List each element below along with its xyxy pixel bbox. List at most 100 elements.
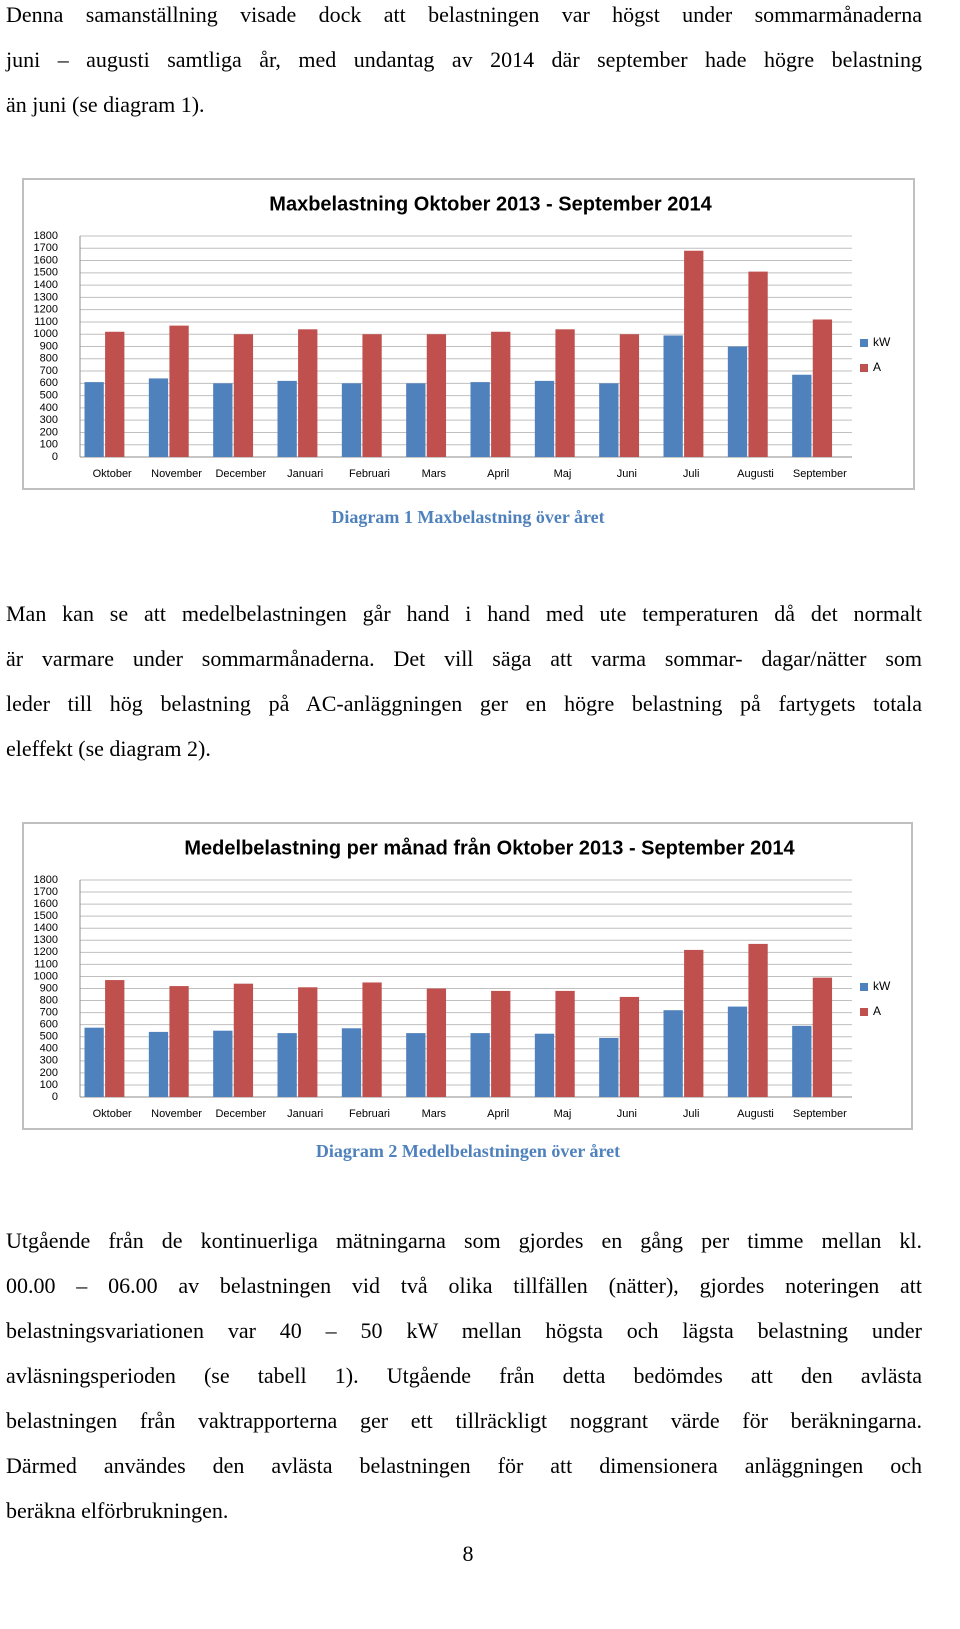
bar [277, 380, 297, 457]
bar [213, 383, 233, 457]
y-tick-label: 900 [40, 982, 58, 994]
legend-label: kW [873, 335, 891, 349]
y-tick-label: 400 [40, 402, 58, 414]
text-line: belastningsvariationen var 40 – 50 kW me… [6, 1318, 922, 1343]
x-tick-label: Januari [287, 468, 323, 480]
chart: Medelbelastning per månad från Oktober 2… [22, 822, 913, 1130]
bar [169, 986, 189, 1097]
bar [298, 329, 318, 457]
bar [406, 1033, 426, 1097]
y-tick-label: 0 [52, 1091, 58, 1103]
x-tick-label: Februari [349, 468, 390, 480]
y-tick-label: 100 [40, 1079, 58, 1091]
bar [277, 1033, 297, 1097]
y-tick-label: 1700 [34, 242, 58, 254]
y-tick-label: 1000 [34, 970, 58, 982]
x-tick-label: September [793, 468, 847, 480]
y-tick-label: 1200 [34, 946, 58, 958]
y-tick-label: 0 [52, 451, 58, 463]
legend-swatch [860, 339, 868, 347]
bar [470, 1033, 490, 1097]
chart-title: Medelbelastning per månad från Oktober 2… [184, 836, 795, 859]
bar [663, 335, 683, 457]
x-tick-label: April [487, 1108, 509, 1120]
y-tick-label: 1300 [34, 934, 58, 946]
x-tick-label: Juli [683, 1108, 700, 1120]
text-line: Därmed användes den avlästa belastningen… [6, 1453, 922, 1478]
x-tick-label: Oktober [93, 1108, 132, 1120]
y-tick-label: 1400 [34, 279, 58, 291]
y-tick-label: 1800 [34, 230, 58, 242]
bar [663, 1010, 683, 1097]
x-tick-label: September [793, 1108, 847, 1120]
bar [792, 1025, 812, 1097]
x-tick-label: Oktober [93, 468, 132, 480]
bar [84, 1027, 104, 1097]
y-tick-label: 1400 [34, 922, 58, 934]
x-tick-label: Maj [554, 1108, 572, 1120]
y-tick-label: 400 [40, 1043, 58, 1055]
legend-swatch [860, 364, 868, 372]
text-line: avläsningsperioden (se tabell 1). Utgåen… [6, 1363, 922, 1388]
y-tick-label: 1700 [34, 886, 58, 898]
bar [105, 331, 125, 457]
bar [233, 983, 254, 1097]
x-tick-label: Juli [683, 468, 700, 480]
y-tick-label: 1500 [34, 267, 58, 279]
bar [555, 329, 575, 457]
y-tick-label: 300 [40, 414, 58, 426]
x-tick-label: Augusti [737, 468, 774, 480]
x-tick-label: April [487, 468, 509, 480]
y-tick-label: 1000 [34, 328, 58, 340]
chart: Maxbelastning Oktober 2013 - September 2… [22, 178, 915, 490]
y-tick-label: 800 [40, 994, 58, 1006]
bar [792, 374, 812, 457]
y-tick-label: 1100 [34, 316, 58, 328]
x-tick-label: Augusti [737, 1108, 774, 1120]
bar [812, 319, 833, 457]
bar [812, 977, 833, 1097]
bar [555, 990, 575, 1097]
x-tick-label: December [215, 1108, 266, 1120]
bar [148, 1031, 169, 1097]
text-line: är varmare under sommarmånaderna. Det vi… [6, 646, 922, 671]
text-line: leder till hög belastning på AC-anläggni… [6, 691, 922, 716]
bar [470, 382, 490, 457]
y-tick-label: 700 [40, 365, 58, 377]
y-tick-label: 500 [40, 390, 58, 402]
bar [84, 382, 104, 457]
y-tick-label: 300 [40, 1055, 58, 1067]
bar [341, 1028, 362, 1097]
bar [534, 380, 555, 457]
legend-label: A [873, 1004, 881, 1018]
bar [748, 271, 768, 457]
text-line: juni – augusti samtliga år, med undantag… [6, 47, 922, 72]
bar [727, 346, 748, 457]
bar [534, 1033, 555, 1097]
bar [748, 943, 768, 1097]
x-tick-label: November [151, 1108, 202, 1120]
text-line: 00.00 – 06.00 av belastningen vid två ol… [6, 1273, 922, 1298]
bar [406, 383, 426, 457]
text-line: Utgående från de kontinuerliga mätningar… [6, 1228, 922, 1253]
y-tick-label: 600 [40, 1019, 58, 1031]
legend-swatch [860, 1008, 868, 1016]
y-tick-label: 1600 [34, 898, 58, 910]
bar [491, 990, 511, 1097]
bar [105, 980, 125, 1097]
bar [684, 250, 704, 457]
x-tick-label: Januari [287, 1108, 323, 1120]
bar [426, 988, 447, 1097]
text-line: belastningen från vaktrapporterna ger et… [6, 1408, 922, 1433]
y-tick-label: 1600 [34, 254, 58, 266]
y-tick-label: 200 [40, 426, 58, 438]
paragraph: Denna samanställning visade dock att bel… [6, 0, 922, 127]
paragraph: Utgående från de kontinuerliga mätningar… [6, 1218, 922, 1533]
text-line: beräkna elförbrukningen. [6, 1498, 229, 1523]
bar [213, 1030, 233, 1097]
bar [169, 325, 189, 457]
text-line: än juni (se diagram 1). [6, 92, 205, 117]
x-tick-label: December [215, 468, 266, 480]
text-line: Denna samanställning visade dock att bel… [6, 2, 922, 27]
x-tick-label: Maj [554, 468, 572, 480]
